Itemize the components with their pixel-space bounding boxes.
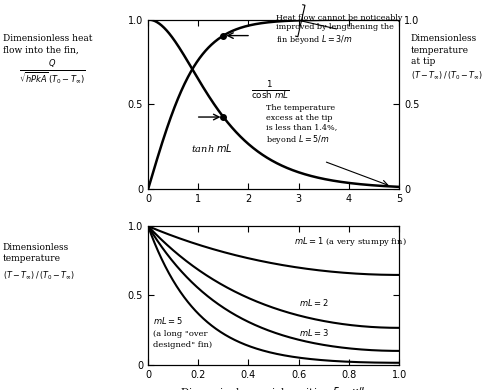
Text: $mL = 1$ (a very stumpy fin): $mL = 1$ (a very stumpy fin) <box>293 234 405 248</box>
Text: $mL = 2$: $mL = 2$ <box>298 297 328 308</box>
Text: $mL = 3$: $mL = 3$ <box>298 327 328 338</box>
Text: Dimensionless: Dimensionless <box>410 34 476 43</box>
Text: $mL = 5$: $mL = 5$ <box>153 315 182 326</box>
Text: $\frac{Q}{\sqrt{hPkA}\,(T_0 - T_\infty)}$: $\frac{Q}{\sqrt{hPkA}\,(T_0 - T_\infty)}… <box>20 58 86 87</box>
Text: at tip: at tip <box>410 57 434 66</box>
Text: Heat flow cannot be noticeably
improved by lengthening the
fin beyond $L = 3/m$: Heat flow cannot be noticeably improved … <box>276 5 402 46</box>
Text: designed" fin): designed" fin) <box>153 341 212 349</box>
Text: (a long "over: (a long "over <box>153 330 207 338</box>
Text: temperature: temperature <box>410 46 468 55</box>
Text: $(T - T_\infty)\,/\,(T_0 - T_\infty)$: $(T - T_\infty)\,/\,(T_0 - T_\infty)$ <box>410 69 481 82</box>
Text: temperature: temperature <box>3 254 61 263</box>
Text: Dimensionless heat: Dimensionless heat <box>3 34 92 43</box>
Text: tanh $mL$: tanh $mL$ <box>190 142 232 154</box>
X-axis label: Dimensionless axial position $\xi = x/L$: Dimensionless axial position $\xi = x/L$ <box>179 385 367 390</box>
Text: $(T - T_\infty)\,/\,(T_0 - T_\infty)$: $(T - T_\infty)\,/\,(T_0 - T_\infty)$ <box>3 270 74 282</box>
Text: $\frac{1}{\cosh\,mL}$: $\frac{1}{\cosh\,mL}$ <box>250 80 289 102</box>
Text: The temperature
excess at the tip
is less than 1.4%,
beyond $L = 5/m$: The temperature excess at the tip is les… <box>266 105 337 145</box>
Text: flow into the fin,: flow into the fin, <box>3 46 78 55</box>
Text: Dimensionless: Dimensionless <box>3 243 69 252</box>
